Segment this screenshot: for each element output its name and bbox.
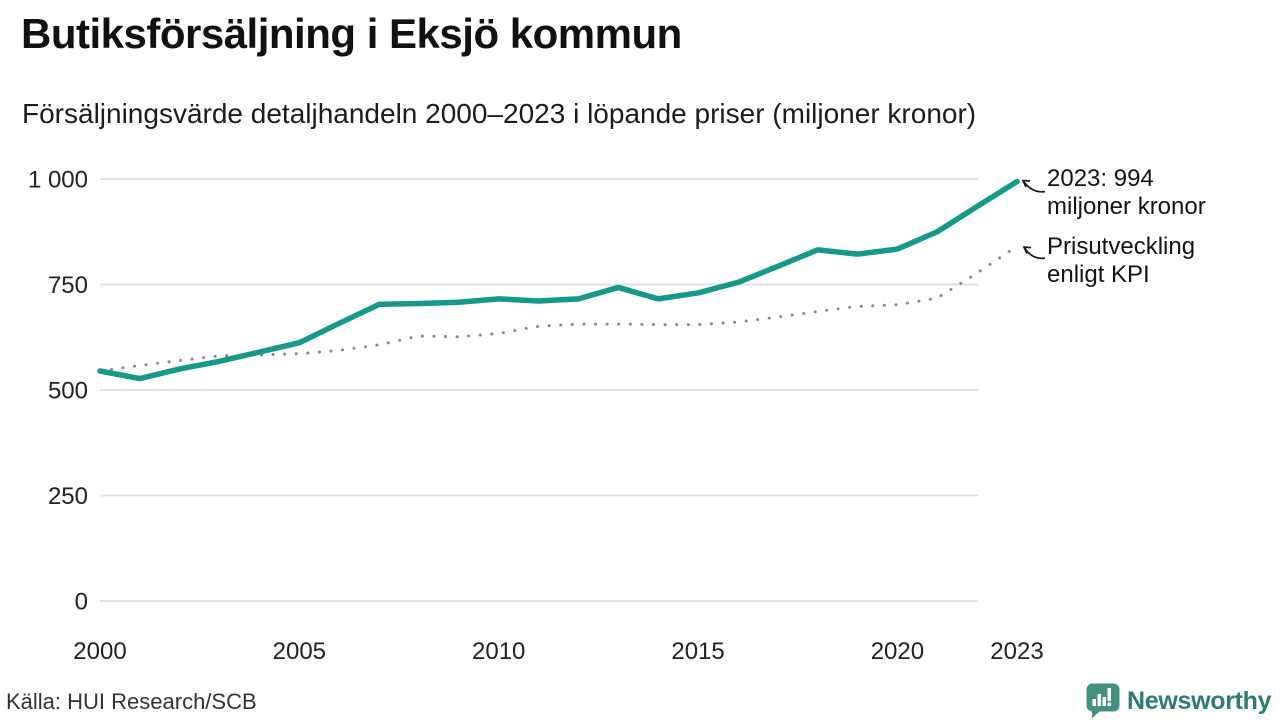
x-tick-label: 2023 [990, 638, 1043, 665]
gridlines [100, 178, 978, 602]
arrow-to-sales-line [1021, 179, 1046, 193]
source-note: Källa: HUI Research/SCB [6, 689, 257, 714]
chart-subtitle: Försäljningsvärde detaljhandeln 2000–202… [22, 98, 977, 129]
annotation-sales-2023: 2023: 994 miljoner kronor [1047, 165, 1206, 221]
x-tick-label: 2010 [472, 638, 525, 665]
newsworthy-wordmark: Newsworthy [1127, 686, 1272, 715]
newsworthy-icon [1086, 683, 1120, 719]
newsworthy-logo: Newsworthy [1086, 683, 1272, 719]
y-axis-labels: 0 250 500 750 1 000 [28, 167, 88, 616]
chart-title: Butiksförsäljning i Eksjö kommun [21, 10, 682, 57]
kpi-dotted-line [98, 244, 1019, 373]
y-tick-label: 750 [48, 272, 88, 299]
y-tick-label: 1 000 [28, 167, 88, 194]
annotation-sales-line2: miljoner kronor [1047, 193, 1206, 220]
y-tick-label: 250 [48, 483, 88, 510]
sales-line [97, 178, 1020, 382]
x-tick-label: 2005 [273, 638, 326, 665]
annotation-kpi: Prisutveckling enligt KPI [1047, 233, 1195, 289]
x-tick-label: 2000 [73, 638, 126, 665]
x-tick-label: 2015 [671, 638, 724, 665]
y-tick-label: 0 [75, 589, 88, 616]
annotation-sales-line1: 2023: 994 [1047, 165, 1154, 192]
y-tick-label: 500 [48, 378, 88, 405]
arrow-to-kpi-line [1022, 246, 1046, 260]
x-tick-label: 2020 [871, 638, 924, 665]
annotation-kpi-line2: enligt KPI [1047, 261, 1150, 288]
x-axis-labels: 2000 2005 2010 2015 2020 2023 [73, 638, 1043, 665]
annotation-kpi-line1: Prisutveckling [1047, 233, 1196, 260]
